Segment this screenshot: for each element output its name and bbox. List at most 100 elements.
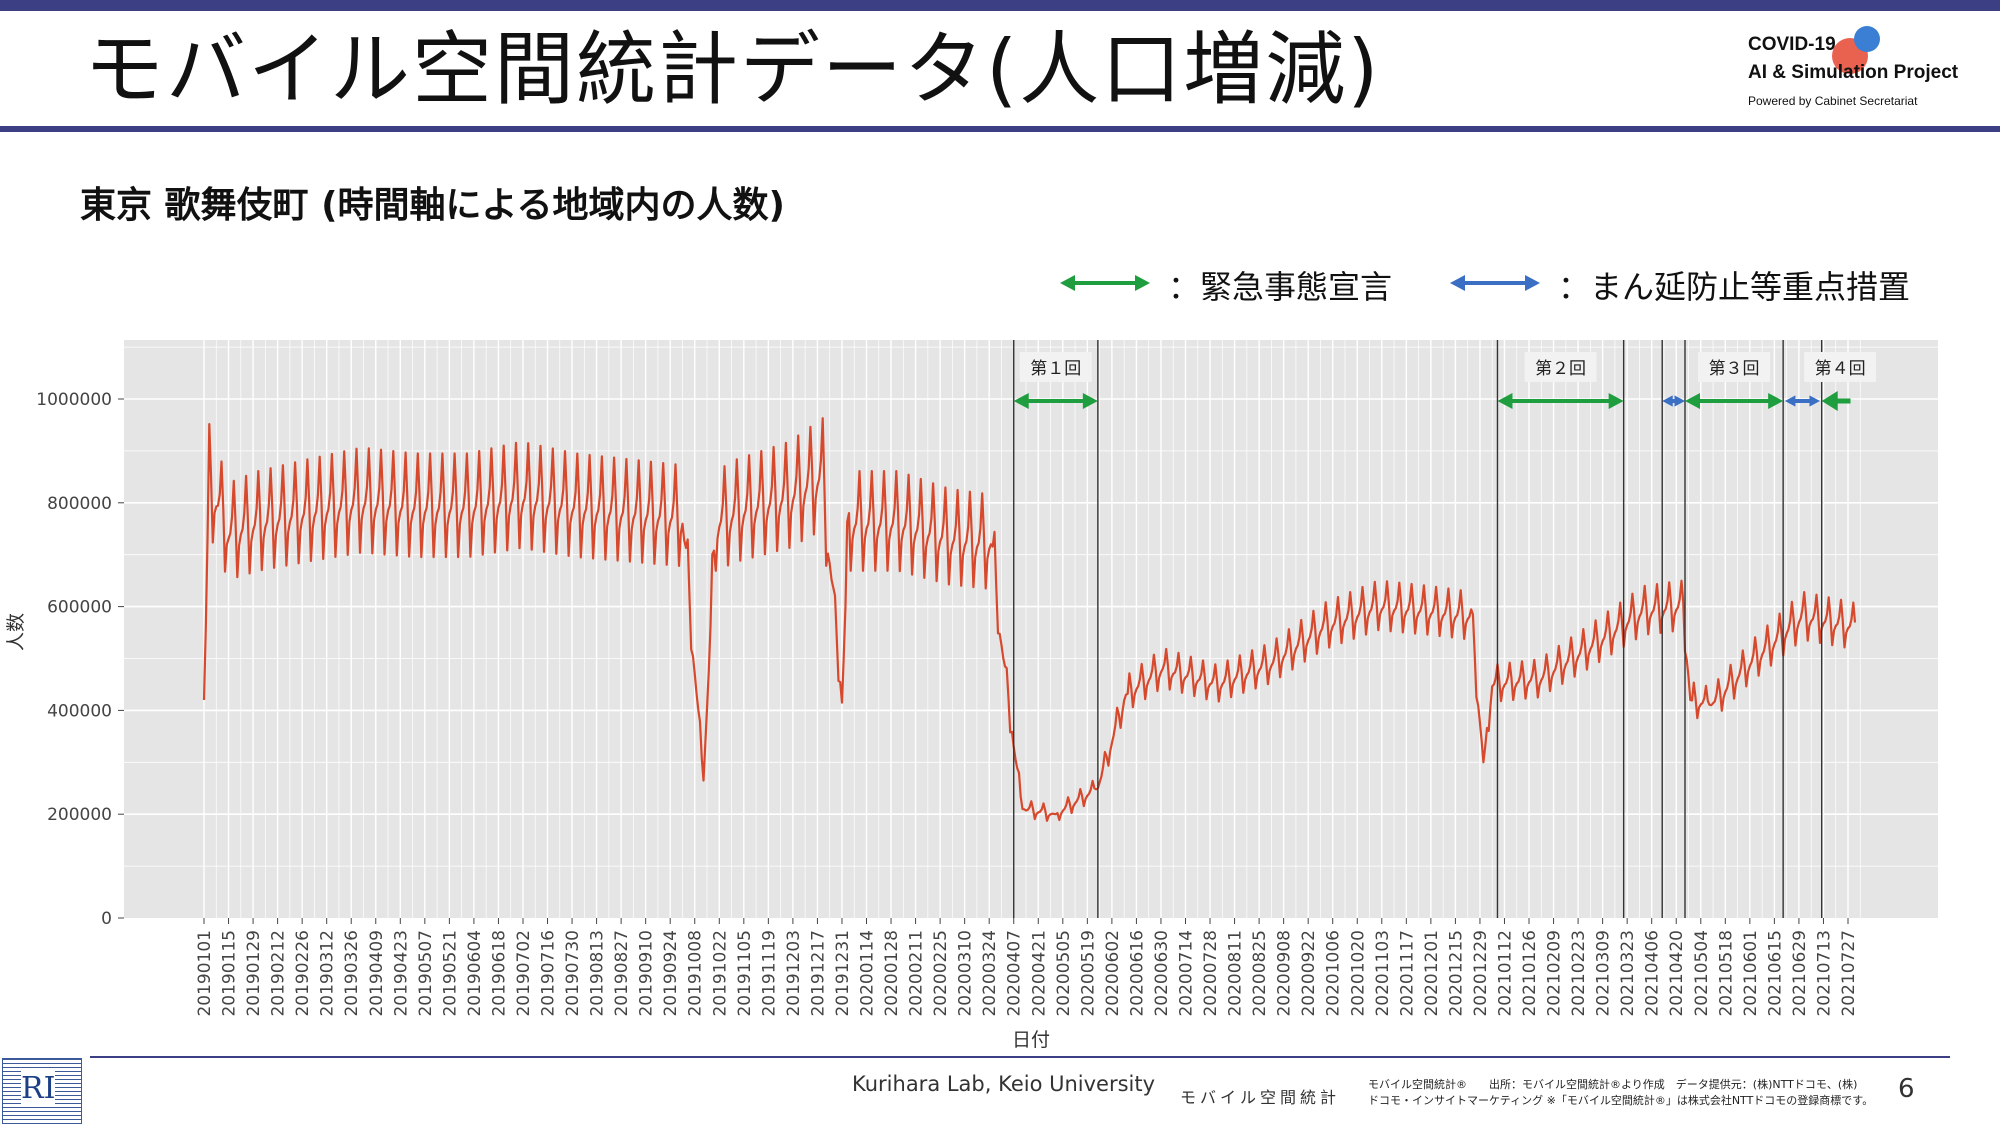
x-tick-label: 20200728	[1201, 930, 1221, 1017]
x-tick-label: 20201006	[1324, 930, 1344, 1017]
period-label: 第４回	[1815, 359, 1866, 379]
x-tick-label: 20191217	[808, 930, 828, 1017]
period-label: 第２回	[1535, 359, 1586, 379]
y-tick-label: 200000	[47, 805, 112, 825]
x-tick-label: 20200616	[1127, 930, 1147, 1017]
y-tick-label: 600000	[47, 598, 112, 618]
period-arrow-priority-head-left	[1662, 395, 1673, 407]
x-tick-label: 20190101	[195, 930, 215, 1017]
x-tick-label: 20200505	[1054, 930, 1074, 1017]
x-tick-label: 20201201	[1422, 930, 1442, 1017]
logo-line-3: Powered by Cabinet Secretariat	[1748, 94, 1918, 108]
period-label-box	[1698, 352, 1771, 382]
chart-subtitle: 東京 歌舞伎町 (時間軸による地域内の人数)	[80, 185, 785, 226]
x-tick-label: 20200602	[1103, 930, 1123, 1017]
title-divider	[0, 126, 2000, 132]
x-tick-label: 20210126	[1520, 930, 1540, 1017]
x-tick-label: 20191008	[686, 930, 706, 1017]
period-arrow-priority-head-left	[1784, 395, 1796, 407]
legend-emergency-arrow-head-left	[1060, 275, 1075, 291]
project-logo: COVID-19 AI & Simulation Project Powered…	[1748, 24, 1988, 114]
x-tick-label: 20200908	[1275, 930, 1295, 1017]
period-arrow-emergency-head-left	[1497, 393, 1513, 409]
period-arrow-emergency-head-right	[1082, 393, 1098, 409]
x-tick-label: 20191105	[735, 930, 755, 1017]
period-arrow-emergency-head-left	[1013, 393, 1029, 409]
x-tick-label: 20190702	[514, 930, 534, 1017]
x-tick-label: 20210615	[1765, 930, 1785, 1017]
footer-source-line-2: ドコモ・インサイトマーケティング ※「モバイル空間統計®」は株式会社NTTドコモ…	[1368, 1094, 1874, 1107]
x-tick-label: 20210727	[1839, 930, 1859, 1017]
x-tick-label: 20191231	[833, 930, 853, 1017]
footer-divider	[90, 1056, 1950, 1058]
x-tick-label: 20190312	[318, 930, 338, 1017]
period-label: 第３回	[1709, 359, 1760, 379]
x-tick-label: 20210209	[1545, 930, 1565, 1017]
footer-source-line-1: モバイル空間統計® 出所：モバイル空間統計®より作成 データ提供元：(株)NTT…	[1368, 1078, 1858, 1091]
x-tick-label: 20210420	[1667, 930, 1687, 1017]
period-arrow-priority-head-right	[1674, 395, 1686, 407]
x-axis-label: 日付	[1012, 1029, 1050, 1051]
x-tick-label: 20190827	[612, 930, 632, 1017]
legend-emergency-label: ：緊急事態宣言	[1168, 268, 1393, 306]
x-tick-label: 20200922	[1299, 930, 1319, 1017]
x-tick-label: 20190618	[489, 930, 509, 1017]
x-tick-label: 20190409	[367, 930, 387, 1017]
x-tick-label: 20191119	[759, 930, 779, 1017]
x-tick-label: 20190604	[465, 930, 485, 1017]
footer-credit: Kurihara Lab, Keio University	[852, 1072, 1156, 1096]
x-tick-label: 20201117	[1397, 930, 1417, 1017]
x-tick-label: 20200310	[956, 930, 976, 1017]
x-tick-label: 20200407	[1005, 930, 1025, 1017]
period-arrow-emergency-head-right	[1768, 393, 1784, 409]
slide-title: モバイル空間統計データ(人口増減)	[84, 23, 1381, 116]
x-tick-label: 20190212	[269, 930, 289, 1017]
keio-lab-logo: RI	[2, 1058, 82, 1124]
y-tick-label: 1000000	[36, 390, 112, 410]
x-tick-label: 20190910	[637, 930, 657, 1017]
x-tick-label: 20200128	[882, 930, 902, 1017]
logo-line-1: COVID-19	[1748, 34, 1836, 55]
x-tick-label: 20200825	[1250, 930, 1270, 1017]
x-tick-label: 20190423	[391, 930, 411, 1017]
x-tick-label: 20210112	[1495, 930, 1515, 1017]
population-series-line	[202, 417, 1857, 822]
x-tick-label: 20190924	[661, 930, 681, 1017]
x-tick-label: 20210713	[1814, 930, 1834, 1017]
x-tick-label: 20201215	[1446, 930, 1466, 1017]
logo-line-2: AI & Simulation Project	[1748, 62, 1959, 83]
x-tick-label: 20190115	[220, 930, 240, 1017]
period-arrow-emergency-head-left	[1685, 393, 1701, 409]
x-tick-label: 20200324	[980, 930, 1000, 1017]
top-accent-bar	[0, 0, 2000, 11]
period-arrow-priority-head-right	[1809, 395, 1820, 407]
x-tick-label: 20190730	[563, 930, 583, 1017]
plot-area	[124, 340, 1938, 918]
legend-priority-label: ：まん延防止等重点措置	[1558, 268, 1911, 306]
period-arrow-emergency-head	[1821, 391, 1838, 411]
legend-emergency-arrow-head-right	[1135, 275, 1150, 291]
x-tick-label: 20200211	[907, 930, 927, 1017]
y-tick-label: 0	[101, 909, 112, 929]
period-label-box	[1804, 352, 1877, 382]
x-tick-label: 20200811	[1226, 930, 1246, 1017]
x-tick-label: 20190226	[293, 930, 313, 1017]
x-tick-label: 20190813	[588, 930, 608, 1017]
x-tick-label: 20200114	[858, 930, 878, 1017]
x-tick-label: 20210406	[1643, 930, 1663, 1017]
y-axis-label: 人数	[5, 613, 27, 651]
x-tick-label: 20210223	[1569, 930, 1589, 1017]
x-tick-label: 20191203	[784, 930, 804, 1017]
x-tick-label: 20191022	[710, 930, 730, 1017]
x-tick-label: 20200519	[1078, 930, 1098, 1017]
period-label-box	[1524, 352, 1597, 382]
y-tick-label: 400000	[47, 701, 112, 721]
period-label: 第１回	[1030, 359, 1081, 379]
x-tick-label: 20200630	[1152, 930, 1172, 1017]
footer-brand: モバイル空間統計	[1180, 1088, 1341, 1107]
x-tick-label: 20201229	[1471, 930, 1491, 1017]
legend-priority-arrow-head-right	[1525, 275, 1540, 291]
x-tick-label: 20200225	[931, 930, 951, 1017]
x-tick-label: 20210518	[1716, 930, 1736, 1017]
